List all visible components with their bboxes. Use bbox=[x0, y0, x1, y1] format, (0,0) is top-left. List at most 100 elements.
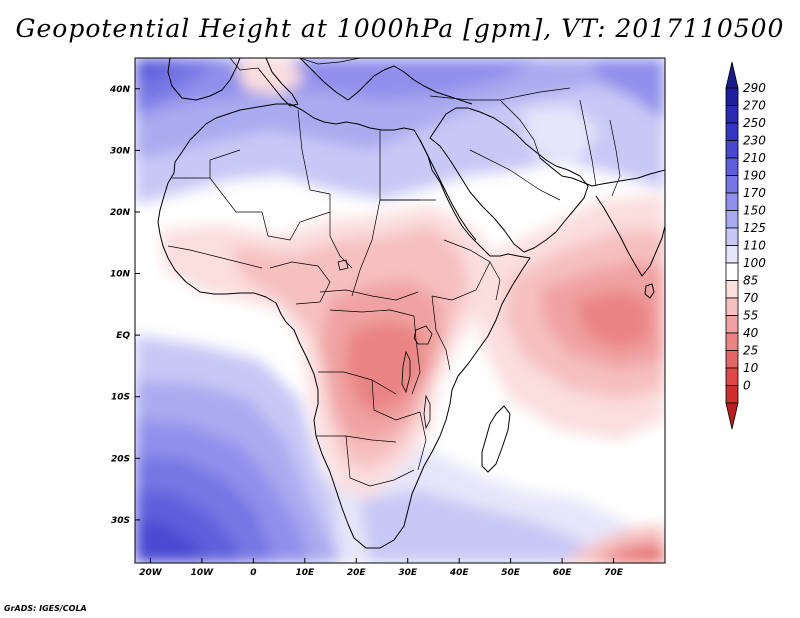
border-turkey bbox=[429, 87, 571, 101]
lon-tick-label: 10E bbox=[295, 568, 315, 578]
border-namibia-botswana bbox=[345, 435, 371, 487]
colorbar-level-label: 230 bbox=[743, 134, 766, 148]
border-zambia bbox=[371, 379, 421, 421]
colorbar-level-label: 210 bbox=[743, 151, 766, 165]
colorbar-level-label: 270 bbox=[743, 99, 766, 113]
lon-tick-label: 40E bbox=[449, 568, 470, 578]
colorbar-segment bbox=[725, 367, 739, 386]
coastlines bbox=[157, 58, 665, 549]
border-ethiopia bbox=[431, 239, 491, 301]
border-saudi bbox=[469, 149, 561, 201]
field-africa-red bbox=[345, 320, 425, 415]
border-algeria-libya bbox=[297, 109, 331, 195]
colorbar-level-label: 10 bbox=[743, 361, 759, 375]
field-indian-red bbox=[575, 290, 650, 350]
lon-tick-label: 50E bbox=[501, 568, 521, 578]
red-sea-coastline bbox=[419, 139, 477, 241]
lat-tick-label: 30N bbox=[110, 146, 131, 156]
lake-chad bbox=[337, 259, 349, 271]
madagascar-coastline bbox=[481, 405, 511, 473]
colorbar-segment bbox=[725, 122, 739, 141]
map-frame bbox=[134, 57, 666, 564]
arabia-coastline bbox=[429, 107, 589, 253]
colorbar-segment bbox=[725, 175, 739, 194]
border-somalia bbox=[489, 261, 501, 301]
colorbar-segment bbox=[725, 385, 739, 404]
lon-tick-label: 0 bbox=[250, 568, 256, 578]
colorbar-segment bbox=[725, 192, 739, 211]
border-sahel-west bbox=[167, 245, 263, 269]
lon-tick-label: 20E bbox=[347, 568, 367, 578]
chart-title: Geopotential Height at 1000hPa [gpm], VT… bbox=[15, 14, 785, 43]
border-car bbox=[319, 289, 419, 301]
lat-tick-label: 20N bbox=[110, 208, 131, 218]
border-drc-east bbox=[411, 315, 421, 395]
map-axes: 20W 10W 0 10E 20E 30E 40E 50E 60E 70E 40N 30N 20N 10N… bbox=[109, 85, 624, 578]
field-northeast-blue bbox=[590, 58, 665, 120]
border-mauritania-mali bbox=[209, 177, 269, 237]
country-borders bbox=[167, 58, 621, 487]
colorbar-segment bbox=[725, 157, 739, 176]
colorbar-level-label: 100 bbox=[743, 256, 766, 270]
colorbar-segment bbox=[725, 262, 739, 281]
colorbar-level-label: 170 bbox=[743, 186, 766, 200]
field-alps-palered bbox=[235, 58, 305, 95]
sri-lanka-coastline bbox=[644, 283, 655, 299]
field-northwest-darkblue bbox=[135, 58, 185, 85]
lat-tick-label: EQ bbox=[116, 331, 130, 341]
colorbar-level-label: 250 bbox=[743, 116, 766, 130]
border-west-sahara bbox=[172, 149, 241, 179]
colorbar-level-label: 125 bbox=[743, 221, 766, 235]
border-pakistan-india bbox=[609, 119, 621, 197]
field-north-blue bbox=[135, 58, 540, 120]
lon-tick-label: 70E bbox=[604, 568, 624, 578]
colorbar-level-label: 290 bbox=[743, 81, 766, 95]
colorbar-level-label: 150 bbox=[743, 204, 766, 218]
india-coastline bbox=[595, 195, 665, 277]
italy-coastline bbox=[257, 58, 299, 107]
colorbar-segment bbox=[725, 227, 739, 246]
field-south-lightblue bbox=[360, 490, 600, 563]
field-southeast-deepred bbox=[610, 552, 665, 563]
persian-gulf-coastline bbox=[539, 157, 665, 187]
border-mozambique bbox=[417, 411, 427, 471]
colorbar-segment bbox=[725, 297, 739, 316]
lat-tick-label: 20S bbox=[111, 454, 130, 464]
lon-tick-label: 10W bbox=[191, 568, 215, 578]
iberia-coastline bbox=[167, 58, 241, 101]
colorbar-segment bbox=[725, 87, 739, 106]
colorbar-level-label: 55 bbox=[743, 309, 758, 323]
colorbar-segment bbox=[725, 105, 739, 124]
lake-tanganyika bbox=[401, 350, 411, 394]
lat-tick-label: 10S bbox=[111, 393, 130, 403]
lake-malawi bbox=[423, 394, 431, 430]
border-europe bbox=[229, 58, 361, 71]
africa-coastline bbox=[157, 103, 531, 549]
border-mali-niger bbox=[267, 211, 331, 241]
colorbar: 2902702502302101901701501251101008570554… bbox=[725, 61, 766, 430]
border-nigeria bbox=[269, 261, 331, 305]
border-niger-chad bbox=[329, 194, 353, 269]
colorbar-level-label: 85 bbox=[743, 274, 758, 288]
lon-tick-label: 30E bbox=[398, 568, 418, 578]
colorbar-level-label: 110 bbox=[743, 239, 766, 253]
border-chad-sudan bbox=[351, 199, 381, 297]
lake-victoria bbox=[413, 325, 433, 345]
colorbar-level-label: 70 bbox=[743, 291, 759, 305]
border-kenya-tanzania bbox=[431, 295, 451, 371]
lon-tick-label: 20W bbox=[139, 568, 163, 578]
colorbar-top-arrow bbox=[725, 61, 739, 89]
border-iran-afghan bbox=[579, 99, 597, 187]
border-botswana-sa bbox=[369, 469, 415, 487]
colorbar-segment bbox=[725, 332, 739, 351]
colorbar-level-label: 0 bbox=[743, 379, 751, 393]
field-arabia-paleblue bbox=[520, 105, 600, 160]
lakes bbox=[337, 259, 433, 430]
colorbar-segment bbox=[725, 350, 739, 369]
border-iraq-iran bbox=[499, 99, 541, 159]
border-angola-drc bbox=[318, 371, 397, 395]
colorbar-bottom-arrow bbox=[725, 402, 739, 430]
colorbar-segment bbox=[725, 280, 739, 299]
balkans-coastline bbox=[299, 58, 473, 105]
